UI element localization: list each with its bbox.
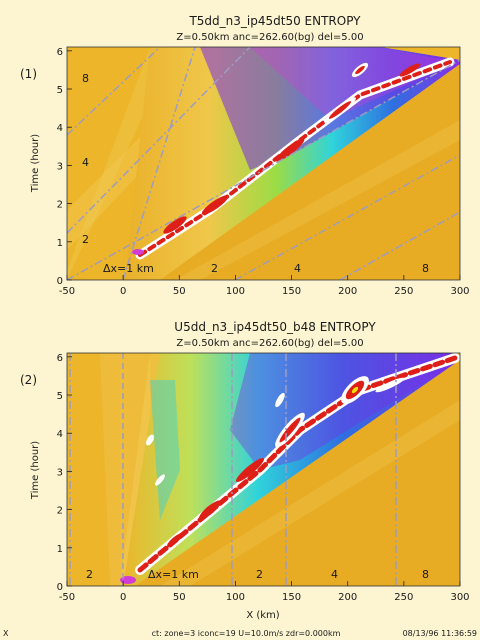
panel-1-front [132, 57, 455, 260]
panel-1: T5dd_n3_ip45dt50 ENTROPY Z=0.50km anc=26… [20, 14, 470, 297]
footer-date: 08/13/96 11:36:59 [403, 629, 477, 638]
panel-1-field [67, 47, 460, 280]
panel-1-x-tick-label: 100 [226, 286, 245, 297]
panel-1-annotation: 4 [82, 156, 89, 169]
panel-2-y-tick-label: 3 [57, 467, 63, 478]
panel-1-x-tick-label: 200 [338, 286, 357, 297]
panel-2-x-tick-label: 250 [394, 592, 413, 603]
panel-1-annotation: 2 [82, 233, 89, 246]
panel-2-y-tick-label: 0 [57, 582, 63, 593]
panel-2-y-tick-label: 2 [57, 506, 63, 517]
panel-1-label: (1) [20, 67, 37, 81]
panel-1-y-tick-label: 2 [57, 200, 63, 211]
panel-1-annotation: 4 [294, 262, 301, 275]
panel-1-subtitle: Z=0.50km anc=262.60(bg) del=5.00 [176, 32, 363, 43]
panel-1-y-tick-label: 6 [57, 47, 63, 58]
panel-2-y-tick-label: 4 [57, 429, 63, 440]
panel-2-annotation: 2 [256, 568, 263, 581]
panel-2-annotation: 2 [86, 568, 93, 581]
panel-1-y-tick-label: 3 [57, 161, 63, 172]
panel-2-field [67, 353, 460, 586]
panel-2-y-tick-label: 5 [57, 391, 63, 402]
panel-2-front [120, 353, 460, 584]
panel-2-subtitle: Z=0.50km anc=262.60(bg) del=5.00 [176, 338, 363, 349]
panel-2-x-tick-label: 300 [450, 592, 469, 603]
panel-1-annotation: 2 [211, 262, 218, 275]
panel-2-y-tick-label: 6 [57, 353, 63, 364]
panel-1-x-tick-label: 150 [282, 286, 301, 297]
panel-2-x-tick-label: 200 [338, 592, 357, 603]
panel-1-y-tick-label: 0 [57, 276, 63, 287]
panel-2-guides [69, 353, 397, 586]
panel-2-x-tick-label: 50 [173, 592, 186, 603]
panel-1-annotation: 8 [82, 72, 89, 85]
panel-1-x-tick-label: 50 [173, 286, 186, 297]
panel-2-annotation: 8 [422, 568, 429, 581]
panel-2-annotation: 4 [331, 568, 338, 581]
panel-1-y-tick-label: 4 [57, 123, 63, 134]
panel-2-label: (2) [20, 373, 37, 387]
panel-2-x-tick-label: 100 [226, 592, 245, 603]
panel-1-x-tick-label: 300 [450, 286, 469, 297]
panel-1-ylabel: Time (hour) [30, 134, 41, 193]
panel-2-x-tick-label: 0 [120, 592, 126, 603]
panel-1-title: T5dd_n3_ip45dt50 ENTROPY [188, 14, 361, 28]
panel-1-y-tick-label: 5 [57, 85, 63, 96]
panel-2-title: U5dd_n3_ip45dt50_b48 ENTROPY [174, 320, 376, 334]
panel-1-y-tick-label: 1 [57, 238, 63, 249]
panel-2-xlabel: X (km) [246, 610, 279, 621]
panel-1-x-tick-label: -50 [59, 286, 75, 297]
footer-info: ct: zone=3 iconc=19 U=10.0m/s zdr=0.000k… [152, 629, 341, 638]
panel-2-ylabel: Time (hour) [30, 441, 41, 500]
panel-1-guides [67, 47, 460, 280]
panel-2: U5dd_n3_ip45dt50_b48 ENTROPY Z=0.50km an… [20, 320, 470, 621]
footer-left: X [3, 629, 9, 638]
panel-2-x-tick-label: -50 [59, 592, 75, 603]
panel-2-x-tick-label: 150 [282, 592, 301, 603]
panel-2-annotation: Δx=1 km [148, 568, 199, 581]
panel-1-annotation: Δx=1 km [103, 262, 154, 275]
panel-2-y-tick-label: 1 [57, 544, 63, 555]
panel-1-annotation: 8 [422, 262, 429, 275]
panel-1-x-tick-label: 250 [394, 286, 413, 297]
panel-1-x-tick-label: 0 [120, 286, 126, 297]
